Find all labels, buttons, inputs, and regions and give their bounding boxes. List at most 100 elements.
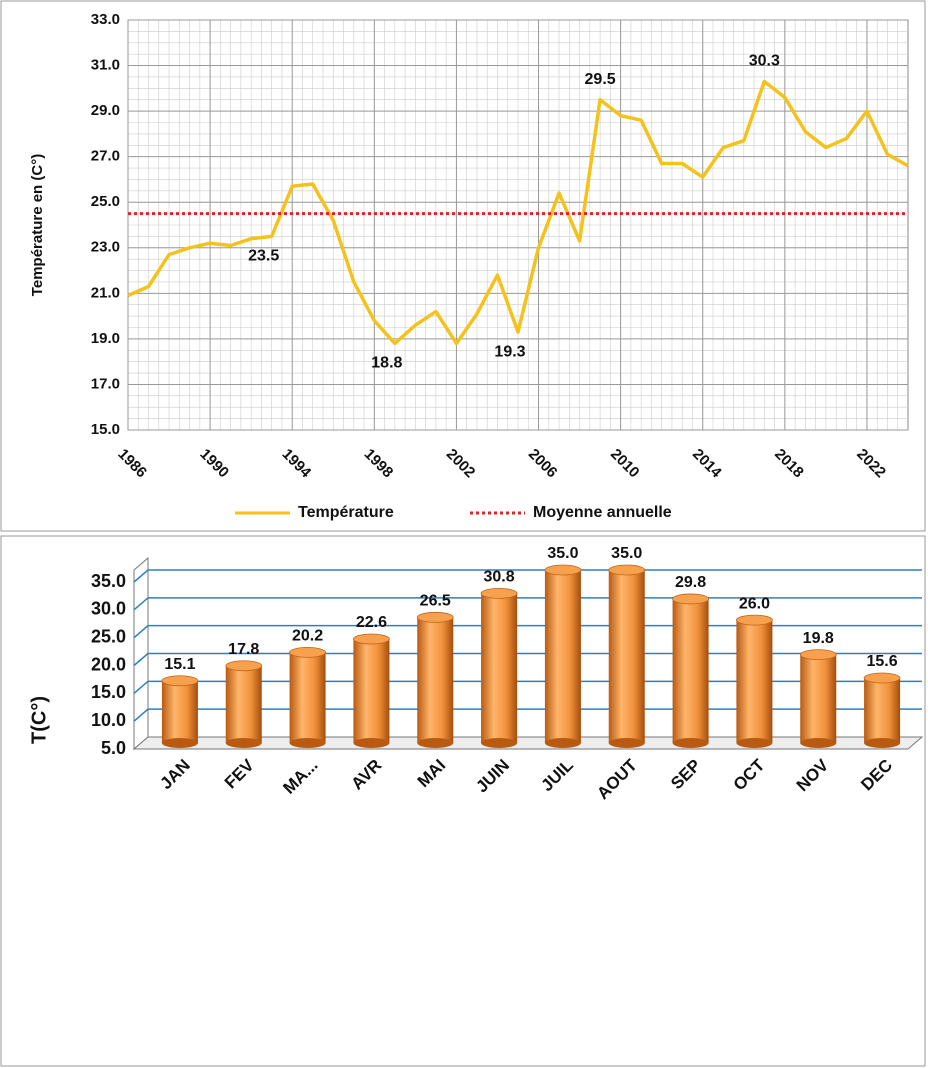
- x-tick-label: JAN: [156, 756, 193, 793]
- x-tick-label: SEP: [667, 756, 704, 793]
- x-tick-label: 1990: [196, 446, 232, 482]
- x-tick-label: JUIN: [472, 756, 513, 797]
- grid-line: [133, 680, 922, 694]
- bar-base: [289, 738, 326, 748]
- y-tick-label: 33.0: [91, 11, 120, 28]
- grid-line: [133, 708, 922, 722]
- y-tick-label: 17.0: [91, 375, 120, 392]
- grid-line: [133, 569, 922, 583]
- data-label: 35.0: [547, 545, 578, 562]
- x-tick-label: FEV: [221, 755, 258, 792]
- bar-cap: [736, 614, 773, 626]
- bar-cap: [544, 564, 582, 576]
- x-tick-label: 2010: [607, 446, 643, 482]
- y-tick-label: 25.0: [91, 193, 120, 210]
- bar: [736, 620, 773, 743]
- y-tick-label: 23.0: [91, 239, 120, 256]
- bar-cap: [416, 611, 454, 623]
- grid-line: [133, 597, 922, 611]
- bar-base: [864, 738, 901, 748]
- bar: [864, 677, 901, 743]
- data-label: 26.0: [739, 595, 770, 612]
- bar-base: [672, 738, 709, 748]
- bar-base: [800, 738, 837, 748]
- bar: [289, 652, 326, 743]
- bar-cap: [608, 564, 646, 576]
- data-label: 30.8: [484, 569, 515, 586]
- legend-label: Moyenne annuelle: [533, 504, 672, 521]
- y-axis-label: Température en (C°): [29, 154, 46, 296]
- bar-cap: [161, 675, 199, 687]
- data-label: 19.3: [494, 343, 525, 360]
- y-tick-label: 29.0: [91, 102, 120, 119]
- bar-cap: [672, 593, 709, 605]
- x-tick-label: JUIL: [537, 756, 576, 795]
- data-label: 15.6: [867, 653, 898, 670]
- x-tick-label: 2006: [525, 446, 561, 482]
- x-tick-label: 2014: [689, 446, 725, 482]
- data-label: 17.8: [228, 641, 259, 658]
- bar-cap: [799, 649, 837, 661]
- x-tick-label: MA...: [279, 756, 321, 798]
- data-label: 18.8: [371, 355, 402, 372]
- bar: [353, 639, 390, 743]
- bar-cap: [353, 633, 390, 645]
- chart-frame: [0, 0, 926, 532]
- y-tick-label: 31.0: [91, 57, 120, 74]
- legend-label: Température: [298, 504, 394, 521]
- bar: [481, 593, 518, 743]
- bar: [800, 654, 837, 743]
- x-tick-label: 2002: [443, 446, 479, 482]
- y-tick-label: 27.0: [91, 148, 120, 165]
- y-tick-label: 20.0: [91, 654, 126, 674]
- bar-base: [481, 738, 518, 748]
- y-tick-label: 19.0: [91, 330, 120, 347]
- x-tick-label: 1986: [114, 446, 150, 482]
- data-label: 15.1: [164, 656, 195, 673]
- bar-base: [608, 738, 645, 748]
- y-tick-label: 10.0: [91, 710, 126, 730]
- y-axis-label: T(C°): [28, 696, 50, 744]
- grid-line: [133, 624, 922, 639]
- bar: [672, 598, 709, 743]
- line-series: [127, 79, 909, 346]
- grid-line: [133, 652, 922, 667]
- data-label: 29.5: [585, 71, 616, 88]
- x-tick-label: MAI: [414, 756, 449, 791]
- chart-frame: [0, 535, 926, 1067]
- x-tick-label: NOV: [793, 755, 833, 795]
- bar-base: [736, 738, 773, 748]
- bar: [608, 570, 645, 743]
- x-tick-label: 1994: [279, 446, 315, 482]
- data-label: 30.3: [749, 53, 780, 70]
- bar-cap: [863, 672, 901, 684]
- bar-base: [417, 738, 454, 748]
- y-tick-label: 15.0: [91, 682, 126, 702]
- floor: [132, 736, 924, 750]
- bar-cap: [225, 660, 263, 672]
- bar-base: [225, 738, 262, 748]
- x-tick-label: OCT: [730, 755, 769, 794]
- data-label: 26.5: [420, 593, 451, 610]
- data-label: 35.0: [611, 545, 642, 562]
- x-tick-label: 2018: [771, 446, 807, 482]
- data-label: 19.8: [803, 630, 834, 647]
- data-label: 22.6: [356, 614, 387, 631]
- x-tick-label: AVR: [347, 756, 385, 794]
- y-tick-label: 25.0: [91, 626, 126, 646]
- bar: [417, 617, 454, 743]
- data-label: 20.2: [292, 628, 323, 645]
- bar-cap: [480, 587, 518, 599]
- bar-cap: [289, 646, 326, 658]
- y-tick-label: 15.0: [91, 421, 120, 438]
- x-tick-label: 1998: [361, 446, 397, 482]
- y-tick-label: 21.0: [91, 284, 120, 301]
- x-tick-label: DEC: [857, 756, 896, 795]
- data-label: 29.8: [675, 574, 706, 591]
- y-tick-label: 35.0: [91, 571, 126, 591]
- bar: [225, 665, 262, 743]
- bar: [161, 680, 198, 743]
- x-tick-label: 2022: [853, 446, 889, 482]
